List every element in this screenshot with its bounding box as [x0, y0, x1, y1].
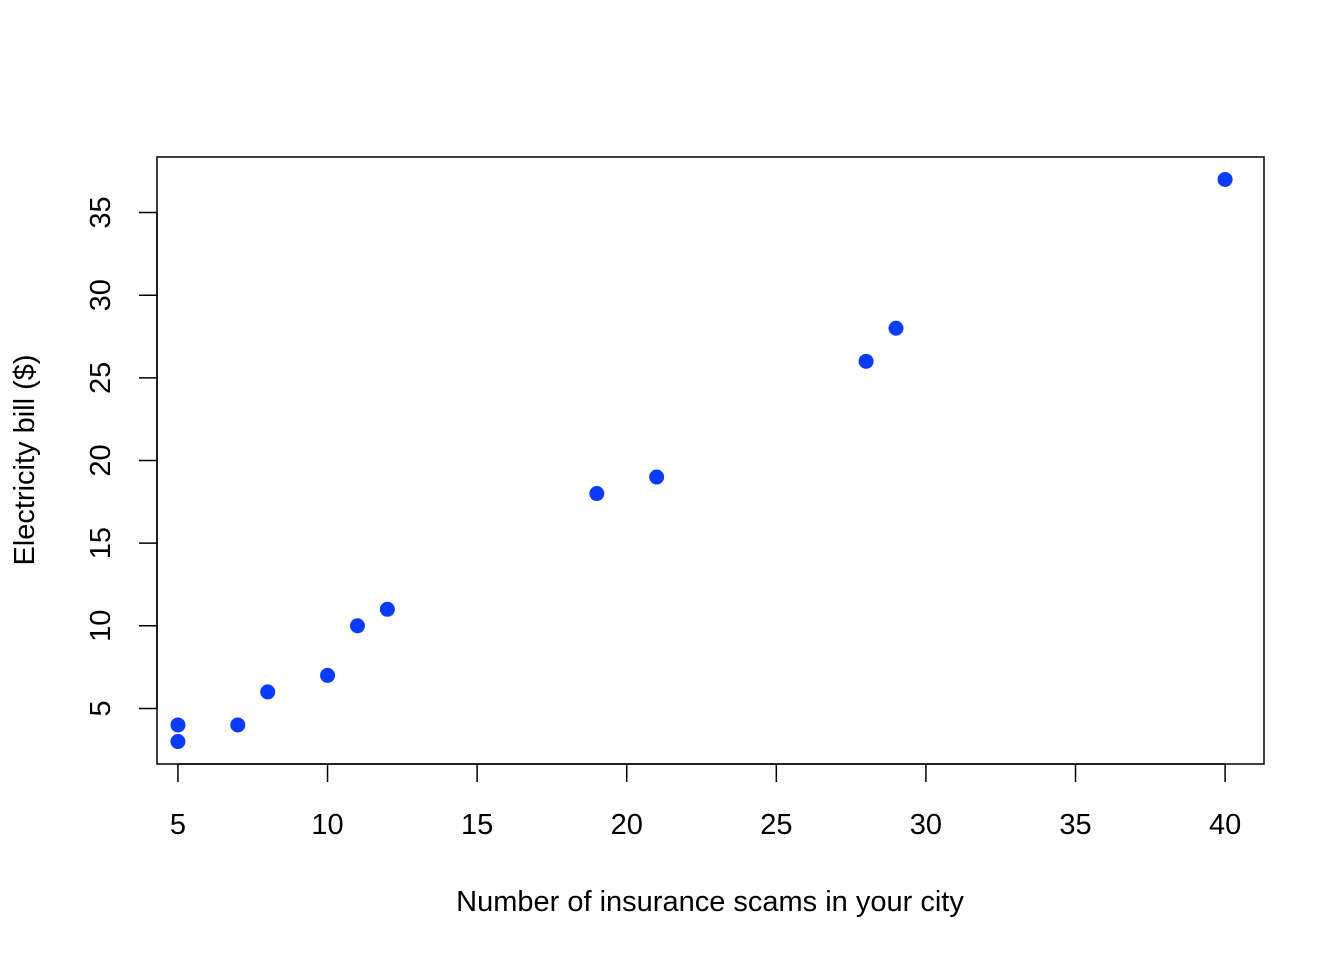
data-point: [379, 601, 395, 617]
y-axis-title: Electricity bill ($): [9, 354, 41, 565]
data-points: [170, 171, 1233, 750]
x-tick-label: 10: [311, 809, 343, 841]
x-tick-label: 40: [1209, 809, 1241, 841]
x-tick-label: 30: [910, 809, 942, 841]
x-tick-label: 15: [461, 809, 493, 841]
data-point: [349, 618, 365, 634]
y-tick-label: 15: [85, 527, 117, 559]
data-point: [1217, 171, 1233, 187]
y-tick-label: 5: [85, 700, 117, 716]
x-tick-label: 25: [760, 809, 792, 841]
data-point: [589, 486, 605, 502]
data-point: [170, 717, 186, 733]
y-tick-label: 20: [85, 444, 117, 476]
data-point: [858, 353, 874, 369]
data-point: [888, 320, 904, 336]
y-tick-label: 35: [85, 196, 117, 228]
y-tick-label: 30: [85, 279, 117, 311]
y-tick-label: 25: [85, 362, 117, 394]
data-point: [320, 667, 336, 683]
x-axis-title: Number of insurance scams in your city: [456, 886, 964, 918]
data-point: [260, 684, 276, 700]
y-tick-label: 10: [85, 610, 117, 642]
x-axis: 5 10 15 20 25 30 35 40: [170, 763, 1241, 841]
x-tick-label: 35: [1059, 809, 1091, 841]
x-tick-label: 20: [611, 809, 643, 841]
data-point: [230, 717, 246, 733]
x-tick-label: 5: [170, 809, 186, 841]
data-point: [170, 734, 186, 750]
data-point: [649, 469, 665, 485]
y-axis: 5 10 15 20 25 30 35: [85, 196, 158, 717]
